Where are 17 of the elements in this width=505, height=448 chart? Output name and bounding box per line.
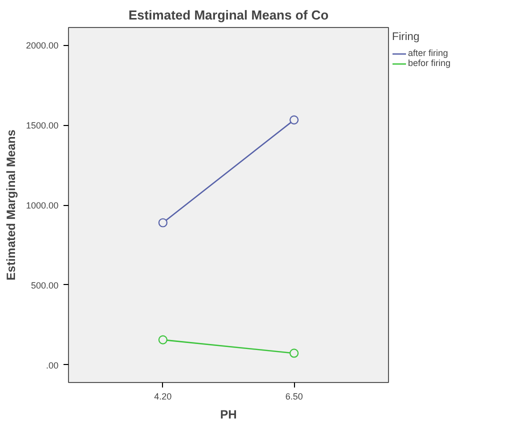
chart-title: Estimated Marginal Means of Co (128, 8, 329, 22)
y-tick-label: 2000.00 (26, 40, 59, 51)
y-tick-label: .00 (46, 360, 59, 370)
legend-label: after firing (408, 48, 448, 58)
y-tick-label: 1000.00 (26, 200, 59, 210)
point (290, 348, 299, 358)
y-tick-label: 1500.00 (26, 120, 59, 131)
x-tick-label: 6.50 (285, 392, 303, 402)
point (290, 115, 299, 124)
x-axis-title: PH (220, 408, 237, 422)
y-tick-label: 500.00 (30, 280, 59, 290)
point (158, 218, 168, 228)
legend-label: befor firing (408, 58, 451, 68)
x-tick-label: 4.20 (154, 392, 172, 402)
point (158, 335, 168, 344)
legend-title: Firing (392, 31, 421, 43)
y-axis-title: Estimated Marginal Means (4, 129, 18, 280)
